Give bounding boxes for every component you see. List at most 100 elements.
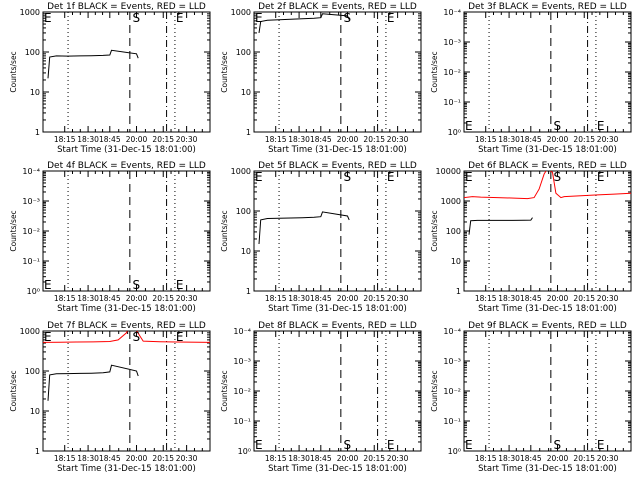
y-tick-label: 10⁻⁴ bbox=[233, 327, 251, 336]
x-tick-label: 20:00 bbox=[337, 294, 359, 303]
events-series-line bbox=[258, 211, 350, 245]
x-tick-label: 20:30 bbox=[176, 454, 198, 463]
y-axis-label: Counts/sec bbox=[430, 51, 439, 92]
x-axis-label: Start Time (31-Dec-15 18:01:00) bbox=[57, 145, 196, 155]
y-tick-label: 10⁻¹ bbox=[443, 98, 461, 107]
y-tick-label: 100 bbox=[25, 48, 40, 57]
event-marker-e: E bbox=[255, 170, 263, 184]
x-tick-label: 18:45 bbox=[520, 135, 542, 144]
y-tick-label: 10⁻¹ bbox=[22, 257, 40, 266]
y-axis-label: Counts/sec bbox=[9, 51, 18, 92]
event-marker-s: S bbox=[554, 119, 562, 133]
event-marker-e: E bbox=[255, 11, 263, 25]
x-tick-label: 18:30 bbox=[77, 294, 99, 303]
x-tick-label: 20:00 bbox=[126, 294, 148, 303]
x-tick-label: 20:00 bbox=[547, 135, 569, 144]
event-marker-s: S bbox=[554, 438, 562, 452]
y-tick-label: 10⁰ bbox=[27, 287, 40, 296]
x-tick-label: 20:15 bbox=[363, 454, 385, 463]
event-marker-e: E bbox=[44, 278, 52, 292]
x-tick-label: 20:15 bbox=[573, 135, 595, 144]
y-tick-label: 10⁻⁴ bbox=[443, 8, 461, 17]
detector-panel-2: Det 2f BLACK = Events, RED = LLD 1 10 100 10… bbox=[220, 2, 422, 155]
x-axis-label: Start Time (31-Dec-15 18:01:00) bbox=[268, 145, 407, 155]
x-tick-label: 20:30 bbox=[176, 294, 198, 303]
x-tick-label: 20:15 bbox=[363, 294, 385, 303]
x-tick-label: 18:15 bbox=[265, 135, 287, 144]
x-tick-label: 20:00 bbox=[126, 135, 148, 144]
x-axis-label: Start Time (31-Dec-15 18:01:00) bbox=[268, 464, 407, 474]
y-tick-label: 10⁻² bbox=[443, 68, 461, 77]
x-tick-label: 18:15 bbox=[54, 294, 76, 303]
detector-panel-1: Det 1f BLACK = Events, RED = LLD 1 10 100 10… bbox=[9, 2, 211, 155]
event-marker-e: E bbox=[176, 278, 184, 292]
event-marker-s: S bbox=[344, 11, 352, 25]
x-tick-label: 18:30 bbox=[77, 135, 99, 144]
plot-frame bbox=[42, 11, 211, 133]
panel-title: Det 1f BLACK = Events, RED = LLD bbox=[47, 2, 206, 12]
events-series-line bbox=[258, 13, 350, 33]
x-tick-label: 18:15 bbox=[54, 135, 76, 144]
y-tick-label: 10 bbox=[30, 407, 40, 416]
y-tick-label: 10⁰ bbox=[448, 128, 461, 137]
y-axis-label: Counts/sec bbox=[220, 210, 229, 251]
y-tick-label: 100 bbox=[446, 227, 461, 236]
detector-panel-6: Det 6f BLACK = Events, RED = LLD 1 10 100 10… bbox=[430, 161, 632, 314]
y-axis-label: Counts/sec bbox=[9, 370, 18, 411]
x-tick-label: 20:15 bbox=[152, 135, 174, 144]
panel-title: Det 5f BLACK = Events, RED = LLD bbox=[258, 161, 417, 171]
event-marker-e: E bbox=[387, 438, 395, 452]
detector-panel-9: Det 9f BLACK = Events, RED = LLD 10⁰ 10⁻¹ 1… bbox=[430, 321, 632, 474]
y-tick-label: 1000 bbox=[20, 8, 40, 17]
event-marker-e: E bbox=[465, 170, 473, 184]
x-tick-label: 20:00 bbox=[126, 454, 148, 463]
panel-title: Det 2f BLACK = Events, RED = LLD bbox=[258, 2, 417, 12]
y-tick-label: 10⁻³ bbox=[443, 38, 461, 47]
x-tick-label: 18:15 bbox=[265, 294, 287, 303]
detector-panel-8: Det 8f BLACK = Events, RED = LLD 10⁰ 10⁻¹ 1… bbox=[220, 321, 422, 474]
x-tick-label: 20:30 bbox=[387, 135, 409, 144]
event-marker-e: E bbox=[387, 11, 395, 25]
x-tick-label: 20:15 bbox=[152, 294, 174, 303]
x-tick-label: 20:00 bbox=[547, 294, 569, 303]
x-tick-label: 20:15 bbox=[152, 454, 174, 463]
event-marker-e: E bbox=[44, 11, 52, 25]
x-tick-label: 20:00 bbox=[337, 454, 359, 463]
y-tick-label: 10⁻³ bbox=[233, 357, 251, 366]
plot-frame bbox=[253, 170, 422, 292]
x-tick-label: 18:30 bbox=[288, 294, 310, 303]
x-tick-label: 18:15 bbox=[54, 454, 76, 463]
detector-panel-3: Det 3f BLACK = Events, RED = LLD 10⁰ 10⁻¹ 1… bbox=[430, 2, 632, 155]
y-tick-label: 10⁻² bbox=[443, 387, 461, 396]
panel-title: Det 8f BLACK = Events, RED = LLD bbox=[258, 321, 417, 331]
x-tick-label: 20:15 bbox=[363, 135, 385, 144]
y-tick-label: 1000 bbox=[20, 327, 40, 336]
y-tick-label: 1000 bbox=[231, 167, 251, 176]
x-tick-label: 20:30 bbox=[597, 454, 619, 463]
y-tick-label: 10⁻³ bbox=[443, 357, 461, 366]
x-tick-label: 18:30 bbox=[498, 454, 520, 463]
lld-series-line bbox=[464, 171, 631, 200]
x-axis-label: Start Time (31-Dec-15 18:01:00) bbox=[478, 304, 617, 314]
y-tick-label: 1 bbox=[246, 128, 251, 137]
event-marker-e: E bbox=[597, 170, 605, 184]
event-marker-s: S bbox=[133, 330, 141, 344]
lld-series-line bbox=[43, 331, 210, 343]
y-tick-label: 10 bbox=[241, 88, 251, 97]
y-tick-label: 100 bbox=[236, 48, 251, 57]
x-tick-label: 18:45 bbox=[310, 135, 332, 144]
x-tick-label: 20:15 bbox=[573, 294, 595, 303]
y-tick-label: 1000 bbox=[441, 197, 461, 206]
event-marker-e: E bbox=[176, 11, 184, 25]
y-tick-label: 10⁻¹ bbox=[233, 417, 251, 426]
y-tick-label: 1 bbox=[246, 287, 251, 296]
x-tick-label: 20:00 bbox=[547, 454, 569, 463]
event-marker-s: S bbox=[133, 278, 141, 292]
x-tick-label: 18:15 bbox=[475, 135, 497, 144]
y-tick-label: 10⁻³ bbox=[22, 197, 40, 206]
y-tick-label: 1 bbox=[35, 447, 40, 456]
y-axis-label: Counts/sec bbox=[220, 370, 229, 411]
events-series-line bbox=[47, 49, 139, 79]
y-tick-label: 100 bbox=[25, 367, 40, 376]
